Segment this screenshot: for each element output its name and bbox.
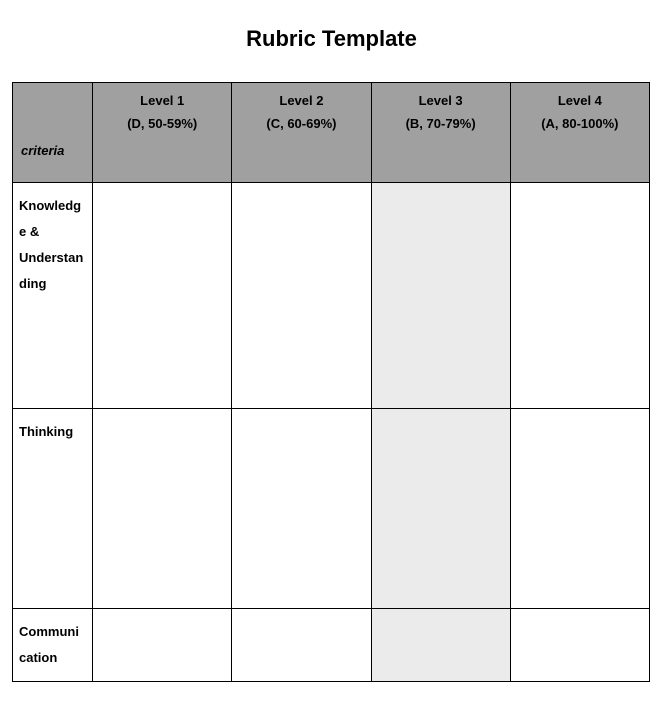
criteria-header-label: criteria — [21, 143, 84, 158]
data-cell — [510, 409, 649, 609]
rubric-table: criteria Level 1 (D, 50-59%) Level 2 (C,… — [12, 82, 650, 682]
col-header-line1: Level 2 — [236, 93, 366, 108]
col-header-line2: (A, 80-100%) — [515, 116, 645, 131]
page-title: Rubric Template — [12, 26, 651, 52]
col-header-level-3: Level 3 (B, 70-79%) — [371, 83, 510, 183]
data-cell — [371, 183, 510, 409]
data-cell — [371, 609, 510, 682]
criteria-header: criteria — [13, 83, 93, 183]
criteria-cell: Knowledge & Understanding — [13, 183, 93, 409]
criteria-cell: Communication — [13, 609, 93, 682]
data-cell — [510, 609, 649, 682]
data-cell — [93, 183, 232, 409]
criteria-cell: Thinking — [13, 409, 93, 609]
col-header-level-2: Level 2 (C, 60-69%) — [232, 83, 371, 183]
col-header-line1: Level 1 — [97, 93, 227, 108]
data-cell — [93, 609, 232, 682]
data-cell — [510, 183, 649, 409]
data-cell — [93, 409, 232, 609]
col-header-line1: Level 4 — [515, 93, 645, 108]
col-header-line2: (B, 70-79%) — [376, 116, 506, 131]
col-header-line2: (D, 50-59%) — [97, 116, 227, 131]
data-cell — [232, 183, 371, 409]
col-header-line2: (C, 60-69%) — [236, 116, 366, 131]
col-header-line1: Level 3 — [376, 93, 506, 108]
data-cell — [371, 409, 510, 609]
col-header-level-1: Level 1 (D, 50-59%) — [93, 83, 232, 183]
table-row: Knowledge & Understanding — [13, 183, 650, 409]
col-header-level-4: Level 4 (A, 80-100%) — [510, 83, 649, 183]
header-row: criteria Level 1 (D, 50-59%) Level 2 (C,… — [13, 83, 650, 183]
data-cell — [232, 609, 371, 682]
table-row: Thinking — [13, 409, 650, 609]
table-row: Communication — [13, 609, 650, 682]
data-cell — [232, 409, 371, 609]
